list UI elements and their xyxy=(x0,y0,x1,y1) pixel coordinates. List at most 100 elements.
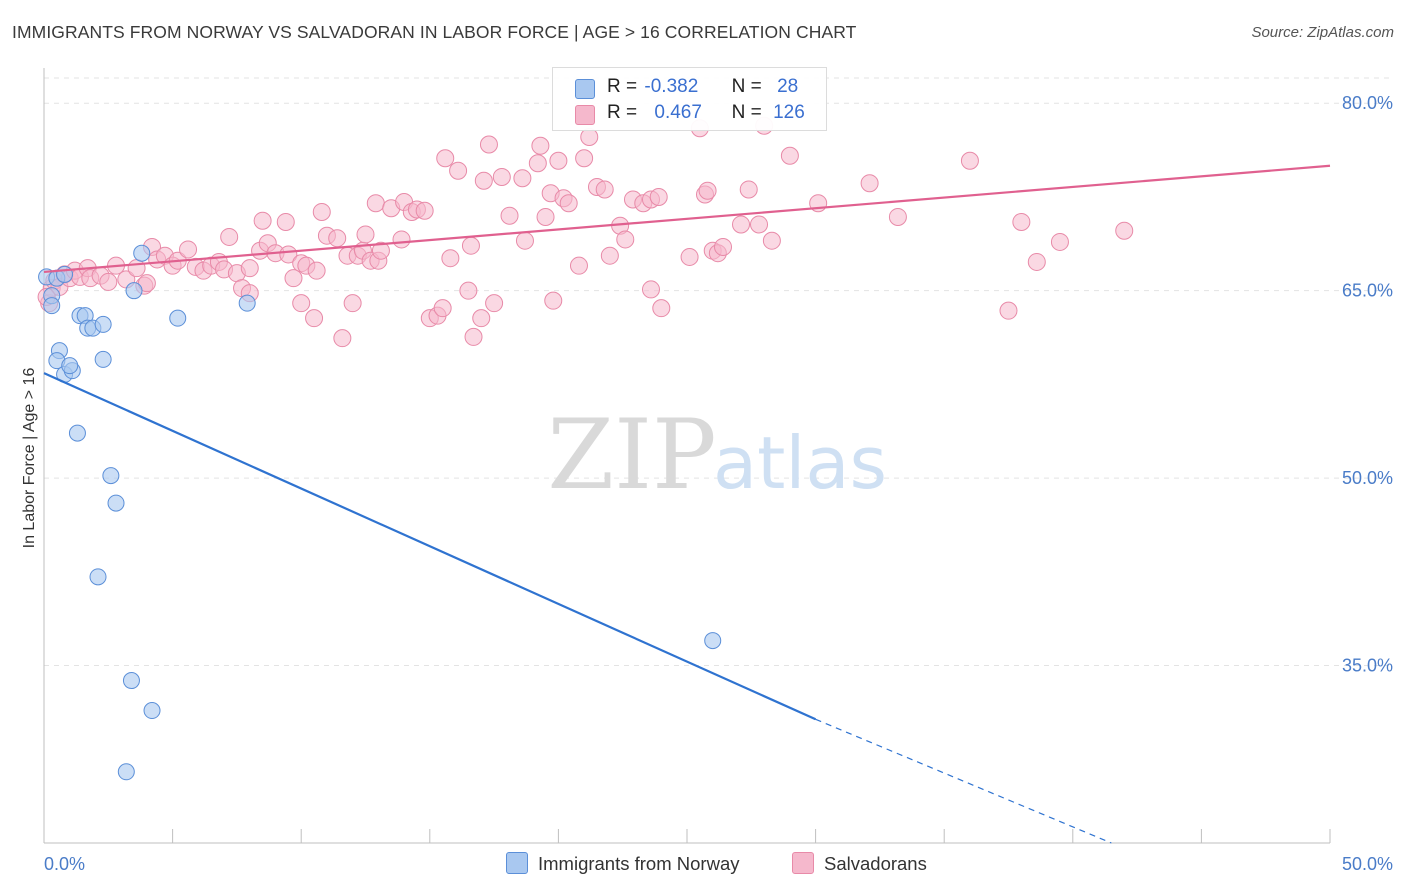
salvadorans-points xyxy=(37,116,1134,348)
salvadorans-point xyxy=(305,309,324,328)
norway-point xyxy=(117,763,135,781)
n-label: N = xyxy=(731,102,762,123)
r-value-salvadorans: 0.467 xyxy=(654,102,702,123)
salvadorans-point xyxy=(279,245,298,264)
salvadorans-point xyxy=(1050,232,1069,251)
y-tick-label: 80.0% xyxy=(1342,93,1393,113)
salvadorans-point xyxy=(392,230,411,249)
salvadorans-point xyxy=(137,274,156,293)
salvadorans-point xyxy=(500,206,519,225)
salvadorans-point xyxy=(441,249,460,268)
salvadorans-legend-swatch xyxy=(792,852,814,874)
norway-point xyxy=(122,672,140,690)
x-tick-label: 50.0% xyxy=(1342,854,1393,874)
salvadorans-point xyxy=(415,201,434,220)
watermark-atlas: atlas xyxy=(713,421,887,505)
salvadorans-point xyxy=(580,127,599,146)
n-label: N = xyxy=(731,76,762,97)
salvadorans-point xyxy=(220,227,239,246)
y-tick-label: 50.0% xyxy=(1342,468,1393,488)
salvadorans-point xyxy=(436,149,455,168)
y-tick-label: 65.0% xyxy=(1342,281,1393,301)
salvadorans-point xyxy=(99,272,118,291)
norway-legend-swatch xyxy=(506,852,528,874)
salvadorans-point xyxy=(600,246,619,265)
salvadorans-point xyxy=(479,135,498,154)
salvadorans-point xyxy=(544,291,563,310)
salvadorans-point xyxy=(474,171,493,190)
salvadorans-point xyxy=(698,181,717,200)
salvadorans-point xyxy=(531,136,550,155)
salvadorans-point xyxy=(732,215,751,234)
n-value-salvadorans: 126 xyxy=(773,102,805,123)
bottom-legend-norway: Immigrants from Norway xyxy=(506,852,739,875)
salvadorans-point xyxy=(284,269,303,288)
salvadorans-point xyxy=(333,329,352,348)
norway-points xyxy=(38,244,722,781)
axes xyxy=(43,68,1331,844)
salvadorans-point xyxy=(253,211,272,230)
salvadorans-point xyxy=(649,187,668,206)
grid-lines xyxy=(44,77,1393,667)
salvadorans-point xyxy=(960,151,979,170)
norway-point xyxy=(125,282,143,300)
norway-point xyxy=(143,702,161,720)
salvadorans-point xyxy=(575,149,594,168)
salvadorans-point xyxy=(433,299,452,318)
y-axis-label: In Labor Force | Age > 16 xyxy=(21,368,38,549)
salvadorans-point xyxy=(513,169,532,188)
salvadorans-point xyxy=(485,294,504,313)
correlation-legend: R = -0.382 N = 28 R = 0.467 N = 126 xyxy=(552,67,827,131)
salvadorans-point xyxy=(1115,221,1134,240)
y-tick-label: 35.0% xyxy=(1342,656,1393,676)
salvadorans-point xyxy=(356,225,375,244)
salvadorans-point xyxy=(549,151,568,170)
r-label: R = xyxy=(607,102,638,123)
r-value-norway: -0.382 xyxy=(644,76,699,97)
norway-point xyxy=(68,424,86,442)
salvadorans-point xyxy=(472,309,491,328)
chart-source: Source: ZipAtlas.com xyxy=(1251,24,1394,41)
norway-point xyxy=(107,494,125,512)
salvadorans-point xyxy=(276,212,295,231)
legend-norway-text: R = -0.382 N = 28 xyxy=(607,76,798,98)
norway-trend-line xyxy=(43,372,817,721)
salvadorans-point xyxy=(515,231,534,250)
chart-title: IMMIGRANTS FROM NORWAY VS SALVADORAN IN … xyxy=(12,22,857,42)
salvadorans-point xyxy=(461,236,480,255)
salvadorans-point xyxy=(449,161,468,180)
salvadorans-point xyxy=(528,154,547,173)
salvadorans-point xyxy=(739,180,758,199)
trend-lines xyxy=(43,164,1331,844)
salvadorans-point xyxy=(179,240,198,259)
salvadorans-point xyxy=(762,231,781,250)
norway-point xyxy=(704,632,722,650)
watermark: ZIP atlas xyxy=(547,399,887,511)
norway-trend-extension xyxy=(815,718,1112,844)
salvadorans-point xyxy=(652,299,671,318)
bottom-legend-salvadorans: Salvadorans xyxy=(792,852,927,875)
salvadorans-point xyxy=(595,180,614,199)
salvadorans-trend-line xyxy=(43,164,1331,274)
salvadorans-point xyxy=(536,207,555,226)
salvadorans-point xyxy=(616,230,635,249)
salvadorans-point xyxy=(780,146,799,165)
r-label: R = xyxy=(607,76,638,97)
salvadorans-point xyxy=(343,294,362,313)
x-tick-label: 0.0% xyxy=(44,854,85,874)
norway-point xyxy=(102,467,120,485)
salvadorans-point xyxy=(559,194,578,213)
legend-salvadorans-text: R = 0.467 N = 126 xyxy=(607,102,805,124)
norway-swatch xyxy=(575,79,595,99)
norway-point xyxy=(133,244,151,262)
salvadorans-point xyxy=(888,207,907,226)
salvadorans-point xyxy=(459,281,478,300)
norway-point xyxy=(169,309,187,327)
salvadorans-point xyxy=(307,261,326,280)
norway-legend-label: Immigrants from Norway xyxy=(538,853,740,874)
salvadorans-point xyxy=(312,202,331,221)
salvadorans-point xyxy=(1027,252,1046,271)
salvadorans-point xyxy=(569,256,588,275)
salvadorans-point xyxy=(328,229,347,248)
